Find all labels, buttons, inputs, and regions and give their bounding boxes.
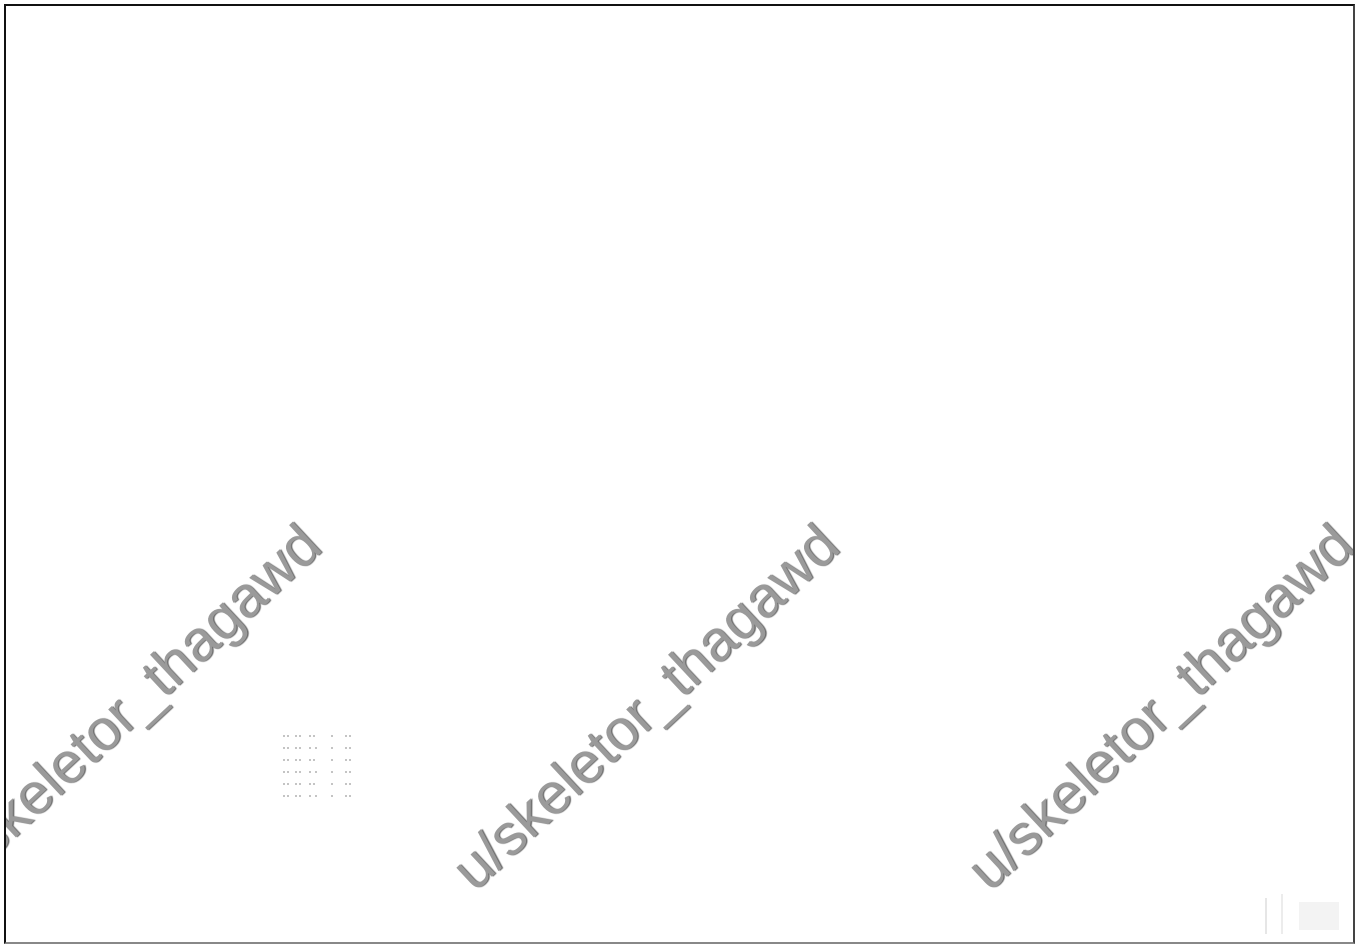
dot-row xyxy=(283,771,351,773)
dot-row xyxy=(283,783,351,785)
dot-row xyxy=(283,735,351,737)
dot-row xyxy=(283,759,351,761)
image-frame: u/skeletor_thagawd u/skeletor_thagawd u/… xyxy=(4,4,1355,944)
dot-grid-artifact xyxy=(283,735,351,797)
watermark-text: u/skeletor_thagawd xyxy=(438,511,852,903)
watermark-text: u/skeletor_thagawd xyxy=(953,511,1355,903)
faint-corner-artifact xyxy=(1265,894,1339,934)
dot-row xyxy=(283,795,351,797)
dot-row xyxy=(283,747,351,749)
watermark-text: u/skeletor_thagawd xyxy=(4,511,334,903)
